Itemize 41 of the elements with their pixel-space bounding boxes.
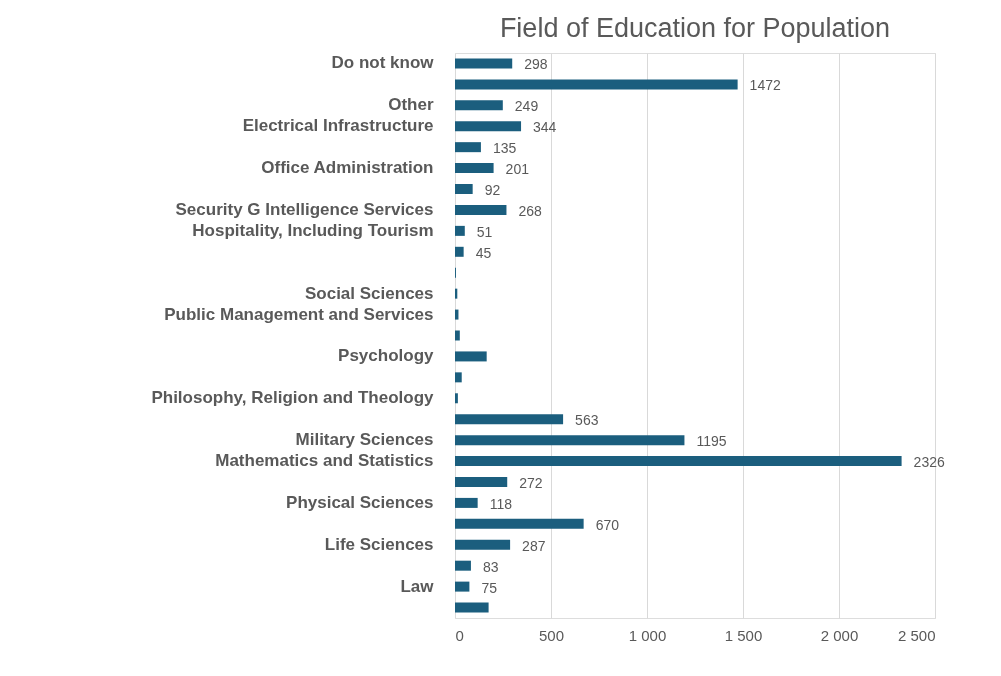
data-label: 201 (505, 161, 530, 178)
y-tick-label: Security G Intelligence Services (175, 199, 434, 219)
y-tick-label: Physical Sciences (286, 492, 434, 512)
data-label: 75 (481, 579, 498, 596)
y-tick-label: Hospitality, Including Tourism (192, 220, 434, 240)
y-tick-label: Military Sciences (295, 430, 434, 450)
data-label: 51 (476, 223, 493, 240)
y-tick-label: Psychology (338, 346, 435, 366)
data-label: 1472 (749, 77, 781, 94)
data-label: 45 (475, 244, 492, 261)
x-tick-label: 2 500 (897, 626, 936, 644)
y-tick-label: Social Sciences (304, 283, 434, 303)
y-tick-label: Office Administration (261, 158, 434, 178)
chart-title: Field of Education for Population (499, 13, 891, 43)
y-tick-label: Do not know (331, 53, 435, 73)
y-tick-label: Life Sciences (324, 534, 434, 554)
data-label: 249 (514, 98, 539, 115)
data-label: 2326 (913, 454, 945, 471)
data-label: 268 (518, 202, 543, 219)
data-label: 670 (595, 516, 620, 533)
x-tick-label: 500 (538, 626, 565, 644)
y-tick-label: Philosophy, Religion and Theology (151, 388, 435, 408)
y-tick-label: Public Management and Services (164, 304, 434, 324)
y-tick-label: Electrical Infrastructure (242, 116, 434, 136)
x-tick-label: 0 (455, 626, 464, 644)
x-tick-label: 1 000 (628, 626, 667, 644)
x-tick-label: 2 000 (820, 626, 859, 644)
data-label: 298 (524, 56, 548, 73)
data-label: 344 (533, 119, 557, 136)
data-label: 563 (575, 412, 599, 429)
data-label: 1195 (696, 433, 727, 450)
y-tick-label: Other (388, 95, 434, 115)
data-label: 272 (519, 474, 543, 491)
data-label: 118 (489, 495, 513, 512)
y-tick-label: Law (400, 576, 435, 596)
data-label: 92 (484, 182, 501, 199)
x-tick-label: 1 500 (724, 626, 763, 644)
data-label: 83 (482, 558, 499, 575)
data-label: 287 (522, 537, 546, 554)
y-tick-label: Mathematics and Statistics (215, 451, 434, 471)
data-label: 135 (492, 140, 517, 157)
